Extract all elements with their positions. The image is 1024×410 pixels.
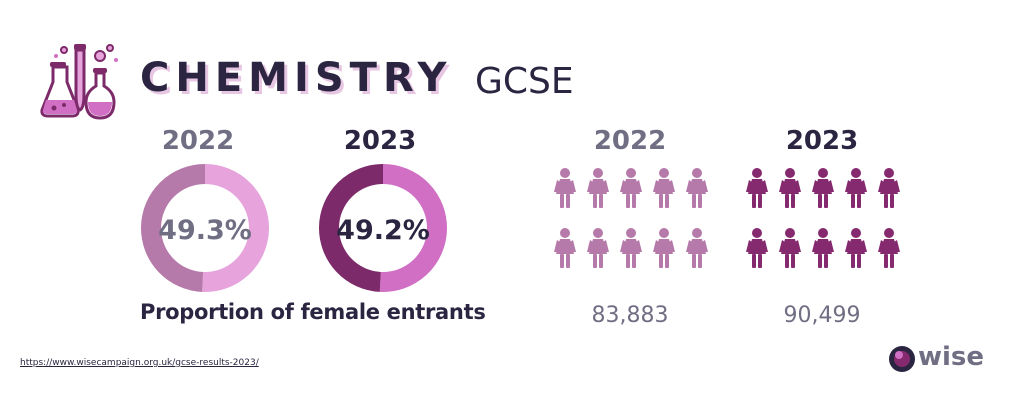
female-person-icon-2023-7: [779, 228, 801, 268]
source-link[interactable]: https://www.wisecampaign.org.uk/gcse-res…: [20, 358, 259, 368]
female-person-icon-2023-6: [746, 228, 768, 268]
donut-female-share-2022: [141, 164, 206, 292]
female-person-icon-2023-9: [845, 228, 867, 268]
female-person-icon-2022-8: [620, 228, 642, 268]
female-person-icon-2023-4: [845, 168, 867, 208]
donut-label-2022: 49.3%: [158, 215, 252, 246]
page-title: CHEMISTRY: [140, 55, 453, 101]
chemistry-flasks-icon: [40, 44, 118, 120]
female-person-icon-2022-7: [587, 228, 609, 268]
female-person-icon-2022-2: [587, 168, 609, 208]
wise-logo-icon: [889, 346, 915, 372]
female-person-icon-2023-2: [779, 168, 801, 208]
female-person-icon-2022-6: [554, 228, 576, 268]
female-person-icon-2023-1: [746, 168, 768, 208]
female-person-icon-2023-3: [812, 168, 834, 208]
female-person-icon-2023-8: [812, 228, 834, 268]
donut-year-2022: 2022: [161, 126, 235, 156]
female-person-icon-2022-4: [653, 168, 675, 208]
icons-year-2022: 2022: [593, 126, 667, 156]
donut-female-share-2023: [319, 164, 384, 292]
entrants-count-2022: 83,883: [591, 303, 669, 328]
chart-caption: Proportion of female entrants: [140, 300, 486, 324]
page-subtitle: GCSE: [475, 61, 574, 102]
female-person-icon-2023-5: [878, 168, 900, 208]
donut-year-2023: 2023: [343, 126, 417, 156]
female-person-icon-2023-10: [878, 228, 900, 268]
wise-logo-text: wise: [918, 342, 985, 372]
female-person-icon-2022-10: [686, 228, 708, 268]
entrants-count-2023: 90,499: [783, 303, 861, 328]
icons-year-2023: 2023: [785, 126, 859, 156]
donut-remainder-2023: [379, 164, 447, 292]
female-person-icon-2022-1: [554, 168, 576, 208]
donut-label-2023: 49.2%: [336, 215, 430, 246]
female-person-icon-2022-5: [686, 168, 708, 208]
female-person-icon-2022-3: [620, 168, 642, 208]
donut-remainder-2022: [202, 164, 269, 292]
female-person-icon-2022-9: [653, 228, 675, 268]
